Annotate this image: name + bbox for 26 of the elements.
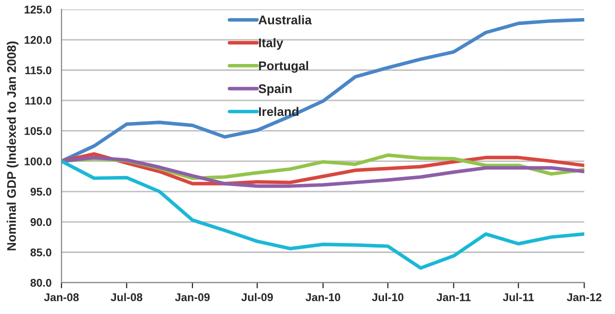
line-series	[62, 159, 584, 270]
x-tick-label: Jul-11	[502, 293, 534, 302]
y-tick-label: 105.0	[24, 127, 52, 135]
y-tick-label: 120.0	[24, 36, 52, 44]
legend-label: Ireland	[259, 106, 298, 116]
x-tick-label: Jan-08	[44, 293, 79, 302]
legend-label: Portugal	[259, 61, 308, 73]
legend-label: Italy	[259, 38, 284, 50]
y-axis-title: Nominal GDP (Indexed to Jan 2008)	[6, 42, 18, 250]
y-tick-label: 115.0	[25, 66, 52, 74]
x-tick-label: Jan-12	[566, 293, 602, 302]
x-tick-label: Jul-10	[372, 293, 404, 302]
y-tick-label: 90.0	[30, 218, 52, 226]
y-tick-label: 100.0	[24, 157, 52, 166]
y-tick-label: 80.0	[30, 278, 52, 287]
legend-label: Spain	[258, 84, 292, 96]
legend-label: Australia	[258, 15, 312, 24]
y-tick-label: 110.0	[25, 96, 52, 105]
x-tick-label: Jul-08	[110, 293, 142, 302]
x-tick-label: Jan-10	[306, 293, 340, 302]
x-tick-label: Jan-11	[436, 293, 471, 302]
y-tick-label: 125.0	[24, 6, 52, 14]
y-tick-label: 85.0	[30, 248, 52, 256]
y-tick-label: 95.0	[30, 188, 52, 196]
x-tick-label: Jan-09	[175, 293, 210, 302]
x-tick-label: Jul-09	[241, 293, 273, 302]
